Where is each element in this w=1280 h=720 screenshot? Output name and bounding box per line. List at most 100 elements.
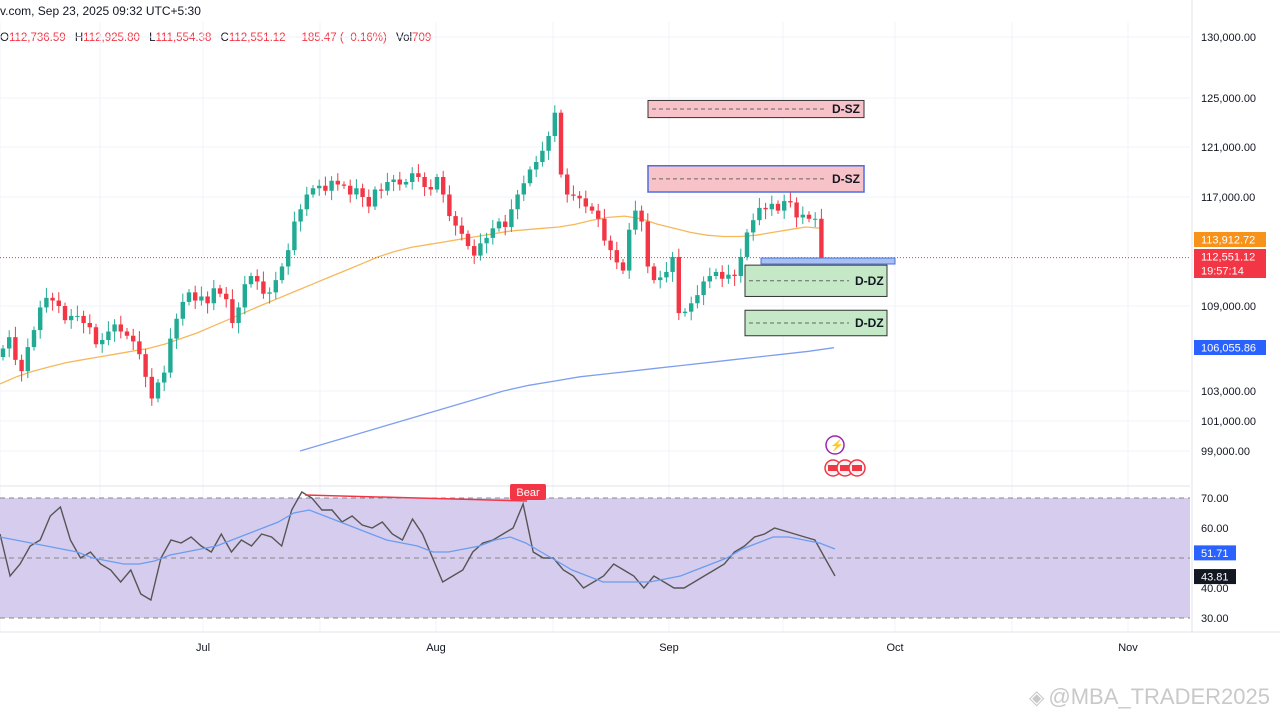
candle-body <box>633 210 638 230</box>
candle-body <box>137 341 142 355</box>
price-tick-label: 130,000.00 <box>1201 32 1256 44</box>
rsi-axis-badge-text: 51.71 <box>1201 548 1229 560</box>
candle-body <box>577 195 582 199</box>
bear-label: Bear <box>516 487 540 499</box>
candle-body <box>286 250 291 267</box>
candle-body <box>552 112 557 136</box>
candle-body <box>490 228 495 238</box>
candle-body <box>763 207 768 210</box>
candle-body <box>180 301 185 319</box>
candle-body <box>267 292 272 294</box>
candle-body <box>131 335 136 342</box>
high-value: 112,925.80 <box>83 32 140 44</box>
us-flag-stripe-icon <box>828 465 838 471</box>
candle-body <box>447 194 452 217</box>
candle-body <box>775 203 781 211</box>
lightning-glyph-icon: ⚡ <box>830 439 844 452</box>
candle-body <box>558 112 564 175</box>
candle-body <box>627 229 632 271</box>
price-axis-badge <box>1194 263 1266 278</box>
price-axis-badge <box>1194 249 1266 264</box>
candle-body <box>50 297 55 301</box>
candle-body <box>651 266 657 281</box>
ohlc-readout: O112,736.59 H112,925.80 L111,554.38 C112… <box>0 32 431 44</box>
price-axis-badge-text: 113,912.72 <box>1201 235 1255 247</box>
candle-body <box>248 276 254 285</box>
low-label: L <box>149 32 156 44</box>
candle-body <box>38 307 43 331</box>
candle-body <box>168 338 173 373</box>
ma200-line <box>299 347 835 452</box>
binance-logo-icon: ◈ <box>1028 687 1045 709</box>
candle-body <box>155 382 161 399</box>
candle-body <box>565 174 570 195</box>
price-axis-badge <box>1194 232 1266 247</box>
candle-body <box>106 331 111 340</box>
candle-body <box>534 162 539 170</box>
candle-body <box>478 243 483 256</box>
rsi-tick-label: 70.00 <box>1201 493 1229 505</box>
candle-body <box>348 185 353 195</box>
candle-body <box>124 331 130 336</box>
candle-body <box>794 202 799 218</box>
candle-body <box>819 218 824 258</box>
candle-body <box>751 220 756 233</box>
candle-body <box>682 311 688 314</box>
candle-body <box>292 221 297 251</box>
candle-body <box>540 150 545 162</box>
candles-group <box>0 105 824 406</box>
candle-body <box>658 277 663 281</box>
time-tick-label: Sep <box>659 642 679 654</box>
rsi-ma-line <box>0 509 836 583</box>
candle-body <box>726 274 731 279</box>
candle-body <box>379 189 384 191</box>
volume-label: Vol <box>396 32 413 44</box>
candle-body <box>403 182 409 185</box>
candle-body <box>162 372 167 383</box>
candle-body <box>416 173 421 177</box>
candle-body <box>521 183 526 195</box>
candle-body <box>199 296 204 301</box>
candle-body <box>7 337 12 349</box>
price-axis-badge-text: 106,055.86 <box>1201 343 1256 355</box>
candle-body <box>614 250 619 263</box>
candle-body <box>186 292 192 302</box>
candle-body <box>242 284 247 308</box>
candle-body <box>298 209 303 222</box>
candle-body <box>193 292 198 301</box>
candle-body <box>453 216 458 226</box>
candle-body <box>732 274 737 277</box>
candle-body <box>81 315 86 323</box>
candle-body <box>385 182 390 191</box>
candle-body <box>69 315 74 321</box>
candle-body <box>589 206 595 211</box>
candle-body <box>100 340 105 345</box>
candle-body <box>372 189 378 207</box>
candle-body <box>465 233 471 247</box>
time-tick-label: Oct <box>886 642 903 654</box>
candle-body <box>813 218 818 220</box>
candle-body <box>645 221 650 267</box>
candle-body <box>428 187 433 190</box>
zone-label: D-DZ <box>855 316 884 330</box>
candle-body <box>118 324 123 332</box>
candle-body <box>410 173 415 182</box>
rsi-axis-badge <box>1194 569 1236 585</box>
candle-body <box>329 180 334 191</box>
high-label: H <box>74 32 84 44</box>
change-value: −185.47 (−0.16%) <box>294 32 387 44</box>
candle-body <box>211 288 216 304</box>
rsi-axis-badge-text: 43.81 <box>1201 572 1229 584</box>
candle-body <box>323 185 328 191</box>
price-tick-label: 99,000.00 <box>1201 446 1250 458</box>
candle-body <box>670 256 675 272</box>
candle-body <box>87 323 92 328</box>
candle-body <box>583 198 588 207</box>
price-axis-badge <box>1194 340 1266 355</box>
candle-body <box>341 184 347 186</box>
price-tick-label: 121,000.00 <box>1201 142 1256 154</box>
candle-body <box>707 276 712 282</box>
zone-label: D-SZ <box>832 102 860 116</box>
candle-body <box>273 280 278 293</box>
